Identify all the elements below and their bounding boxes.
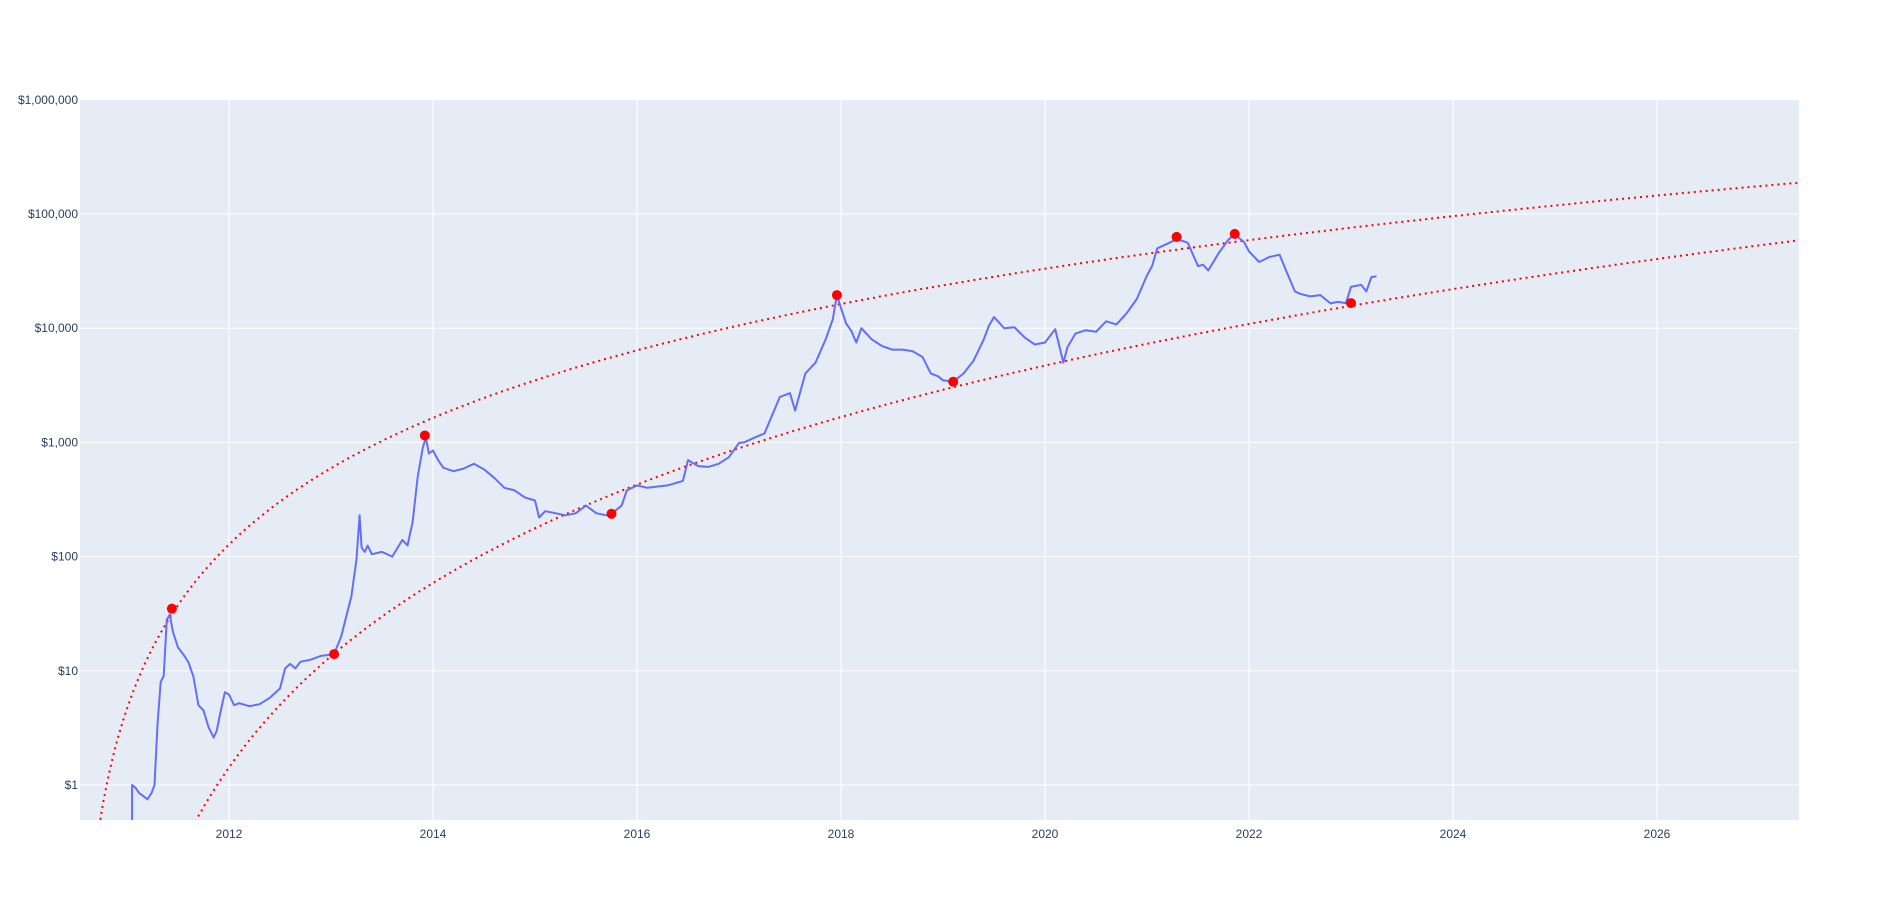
cycle-marker [1171, 231, 1182, 242]
x-tick-label: 2024 [1440, 827, 1467, 841]
x-tick-label: 2018 [828, 827, 855, 841]
cycle-marker [1346, 298, 1356, 309]
gridlines [80, 100, 1799, 820]
cycle-marker [948, 376, 959, 387]
plot-background [80, 100, 1799, 820]
x-tick-label: 2012 [216, 827, 243, 841]
upper-band-line [99, 181, 1799, 820]
x-tick-label: 2022 [1236, 827, 1263, 841]
x-axis-ticks: 2012 2014 2016 2018 2020 2022 2024 2026 [216, 827, 1671, 841]
y-tick-label: $10,000 [35, 321, 79, 335]
lower-band-line [195, 239, 1799, 820]
x-tick-label: 2026 [1644, 827, 1671, 841]
cycle-markers [166, 228, 1356, 660]
y-tick-label: $10 [58, 664, 78, 678]
x-tick-label: 2020 [1032, 827, 1059, 841]
price-line [131, 233, 1377, 820]
cycle-marker [419, 430, 430, 441]
y-tick-label: $1 [65, 778, 79, 792]
y-tick-label: $1,000 [41, 435, 78, 449]
y-axis-ticks: $1 $10 $100 $1,000 $10,000 $100,000 $1,000,000 [18, 93, 78, 792]
x-tick-label: 2016 [624, 827, 651, 841]
cycle-marker [606, 508, 617, 519]
y-tick-label: $100,000 [28, 207, 78, 221]
cycle-marker [831, 290, 842, 301]
cycle-marker [166, 603, 177, 614]
x-tick-label: 2014 [420, 827, 447, 841]
cycle-marker [329, 649, 340, 660]
y-tick-label: $1,000,000 [18, 93, 78, 107]
cycle-marker [1229, 228, 1240, 239]
y-tick-label: $100 [51, 550, 78, 564]
